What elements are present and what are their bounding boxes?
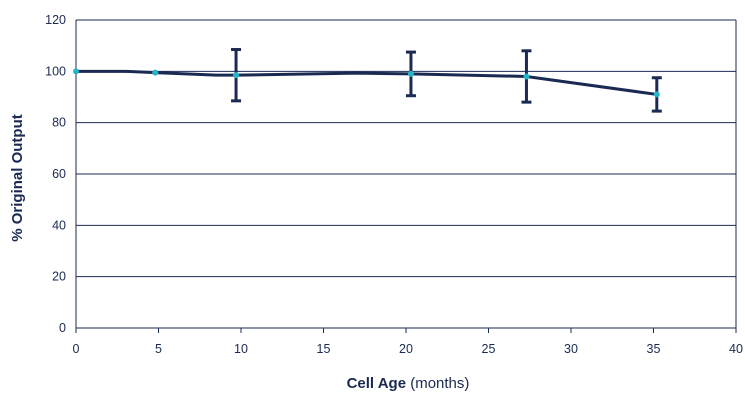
gridlines	[76, 19, 736, 278]
x-tick-label-20: 20	[399, 342, 413, 356]
y-tick-label-20: 20	[52, 270, 66, 284]
y-axis-title: % Original Output	[9, 114, 26, 242]
error-bars	[231, 48, 662, 113]
x-tick-label-25: 25	[482, 342, 496, 356]
x-tick-label-5: 5	[155, 342, 162, 356]
x-tick-label-15: 15	[317, 342, 331, 356]
x-axis-title-main: Cell Age	[347, 375, 406, 392]
y-tick-label-80: 80	[52, 116, 66, 130]
x-axis-title: Cell Age (months)	[347, 375, 470, 392]
x-tick-label-10: 10	[234, 342, 248, 356]
series-line-0	[76, 69, 658, 96]
x-tick-label-35: 35	[647, 342, 661, 356]
x-tick-label-40: 40	[729, 342, 743, 356]
data-point-1	[152, 69, 159, 76]
y-tick-label-0: 0	[59, 321, 66, 335]
y-tick-label-100: 100	[45, 64, 66, 78]
tick-labels: 0 20 40 60 80 100 120 0 5 10 15 20 25 30 35 40	[45, 13, 743, 356]
series-line	[76, 69, 658, 96]
y-tick-label-60: 60	[52, 167, 66, 181]
x-tick-label-0: 0	[73, 342, 80, 356]
data-points	[73, 68, 660, 98]
data-point-4	[523, 73, 530, 80]
y-tick-label-120: 120	[45, 13, 66, 27]
data-point-3	[407, 70, 414, 77]
data-point-0	[73, 68, 79, 75]
data-point-2	[233, 72, 240, 79]
axes	[75, 20, 737, 333]
x-tick-label-30: 30	[564, 342, 578, 356]
data-point-5	[653, 91, 660, 98]
y-tick-label-40: 40	[52, 218, 66, 232]
x-axis-title-unit: (months)	[406, 375, 469, 392]
